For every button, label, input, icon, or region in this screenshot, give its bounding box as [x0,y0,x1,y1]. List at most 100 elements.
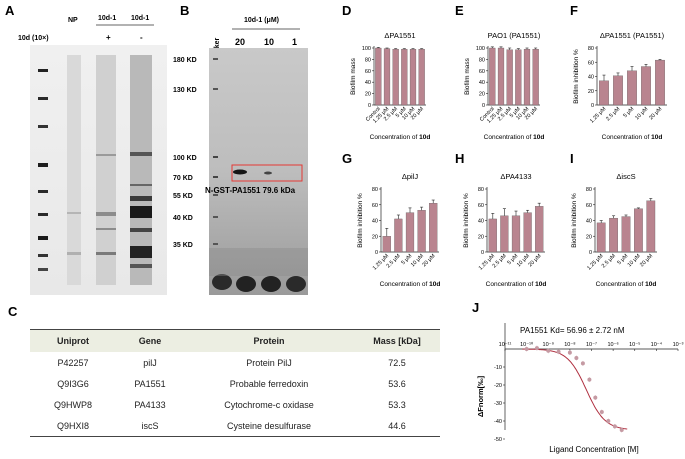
y-tick-label: 0 [375,250,378,256]
table-header-mass: Mass [kDa] [354,329,440,352]
y-tick-label: 100 [362,46,371,52]
kd-annotation: PA1551 Kd= 56.96 ± 2.72 nM [520,326,625,335]
bar [646,200,656,253]
gel-b-mw-100: 100 KD [173,155,197,162]
bar [409,48,417,106]
data-point [619,428,624,432]
bar [405,212,415,253]
panel-letter-c: C [8,304,18,319]
table-header-protein: Protein [184,329,354,352]
gel-b-conc-1: 1 [292,37,297,47]
y-tick-label: -10 [494,365,502,371]
y-axis-label: Biofilm inhibition % [573,49,580,104]
y-tick-label: 0 [589,250,592,256]
data-point [606,419,611,423]
table-cell: 53.3 [388,399,406,410]
table-row: Q9I3G6 PA1551 Probable ferredoxin 53.6 [30,373,440,394]
gel-a-sign-plus: + [106,33,111,42]
panel-letter-g: G [342,151,352,166]
x-tick-label: 2.5 μM [601,253,618,270]
table-cell: Cysteine desulfurase [184,415,354,437]
gel-a-row-label: 10d (10×) [18,35,49,42]
data-point [534,346,539,351]
table-cell: Q9HWP8 [53,399,92,410]
y-tick-label: 40 [372,219,378,225]
chart-title: ΔPA4133 [500,172,531,181]
gel-b-mw-130: 130 KD [173,87,197,94]
x-tick-label: 10⁻³ [673,342,684,348]
y-tick-label: 20 [478,234,484,240]
table-row: Q9HWP8 PA4133 Cytochrome-c oxidase 53.3 [30,394,440,415]
x-tick-label: 20 μM [648,106,663,121]
bar [401,48,408,106]
data-point [556,349,561,354]
y-tick-label: 0 [482,103,485,109]
gel-b-header: 10d-1 (μM) [244,17,279,24]
x-tick-label: 10⁻⁴ [651,341,663,348]
gel-b-marker-label: Maker [214,37,221,58]
x-tick-label: 10 μM [634,106,649,121]
x-tick-label: 20 μM [527,253,542,268]
y-tick-label: 100 [476,46,485,52]
gel-a-image [30,45,167,295]
gel-b-highlight-box [231,164,303,182]
y-tick-label: 40 [588,75,594,81]
data-point [612,424,617,429]
x-axis-label: Ligand Concentration [M] [549,445,638,454]
table-cell: pilJ [143,357,157,368]
table-header-row: Uniprot Gene Protein Mass [kDa] [30,329,440,352]
x-tick-label: 20 μM [421,253,436,268]
y-tick-label: 40 [365,80,371,86]
bar [634,208,643,253]
y-tick-label: 0 [591,103,594,109]
chart-title: ΔPA1551 (PA1551) [600,31,665,40]
x-axis-label: Concentration of 10d [486,281,547,288]
bar [599,80,609,106]
gel-b-mw-180: 180 KD [173,57,197,64]
table-cell: Protein PilJ [246,357,292,368]
table-cell: iscS [116,415,184,437]
gel-b-mw-70: 70 KD [173,175,193,182]
y-axis-label: ΔFnorm[‰] [476,375,485,417]
y-tick-label: 0 [368,103,371,109]
data-point [567,350,572,355]
x-axis-label: Concentration of 10d [484,134,545,141]
bar [497,47,505,106]
bar [613,75,623,106]
gel-b-conc-20: 20 [235,37,245,47]
data-point [524,347,529,351]
gel-b-conc-10: 10 [264,37,274,47]
bar [641,66,651,106]
y-tick-label: 20 [365,92,371,98]
y-tick-label: 80 [586,187,592,193]
table-header-gene: Gene [116,329,184,352]
gel-b-image [209,48,308,295]
panel-letter-d: D [342,3,351,18]
chart-title: ΔpilJ [402,172,419,181]
table-header-uniprot: Uniprot [30,329,116,352]
y-tick-label: 80 [365,57,371,63]
table-cell: Q9I3G6 [57,378,89,389]
panel-letter-e: E [455,3,464,18]
gel-a-lane-3: 10d-1 [131,15,149,22]
bar [489,47,496,106]
bar [523,48,531,106]
bar [627,70,637,106]
gel-b-mw-55: 55 KD [173,193,193,200]
y-tick-label: -40 [494,419,502,425]
panel-letter-j: J [472,300,479,315]
y-axis-label: Biofilm mass [350,57,357,95]
y-tick-label: 40 [479,80,485,86]
fit-curve [522,348,628,430]
y-tick-label: -30 [494,401,502,407]
table-cell: 44.6 [354,415,440,437]
x-axis-label: Concentration of 10d [380,281,441,288]
bar [488,218,497,253]
bar [515,49,522,106]
panel-letter-b: B [180,3,189,18]
